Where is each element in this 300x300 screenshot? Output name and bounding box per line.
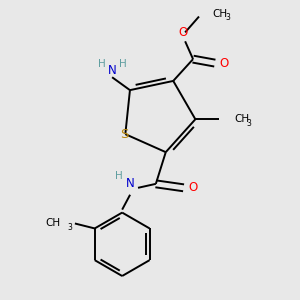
Text: N: N — [126, 177, 134, 190]
Text: O: O — [219, 57, 228, 70]
Text: CH: CH — [45, 218, 60, 229]
Text: 3: 3 — [226, 13, 231, 22]
Text: H: H — [119, 59, 127, 69]
Text: 3: 3 — [68, 223, 72, 232]
Text: CH: CH — [213, 9, 228, 19]
Text: H: H — [115, 171, 123, 181]
Text: 3: 3 — [247, 119, 252, 128]
Text: O: O — [178, 26, 188, 39]
Text: O: O — [188, 181, 197, 194]
Text: N: N — [108, 64, 116, 77]
Text: S: S — [120, 128, 128, 141]
Text: H: H — [98, 59, 106, 69]
Text: CH: CH — [234, 114, 249, 124]
